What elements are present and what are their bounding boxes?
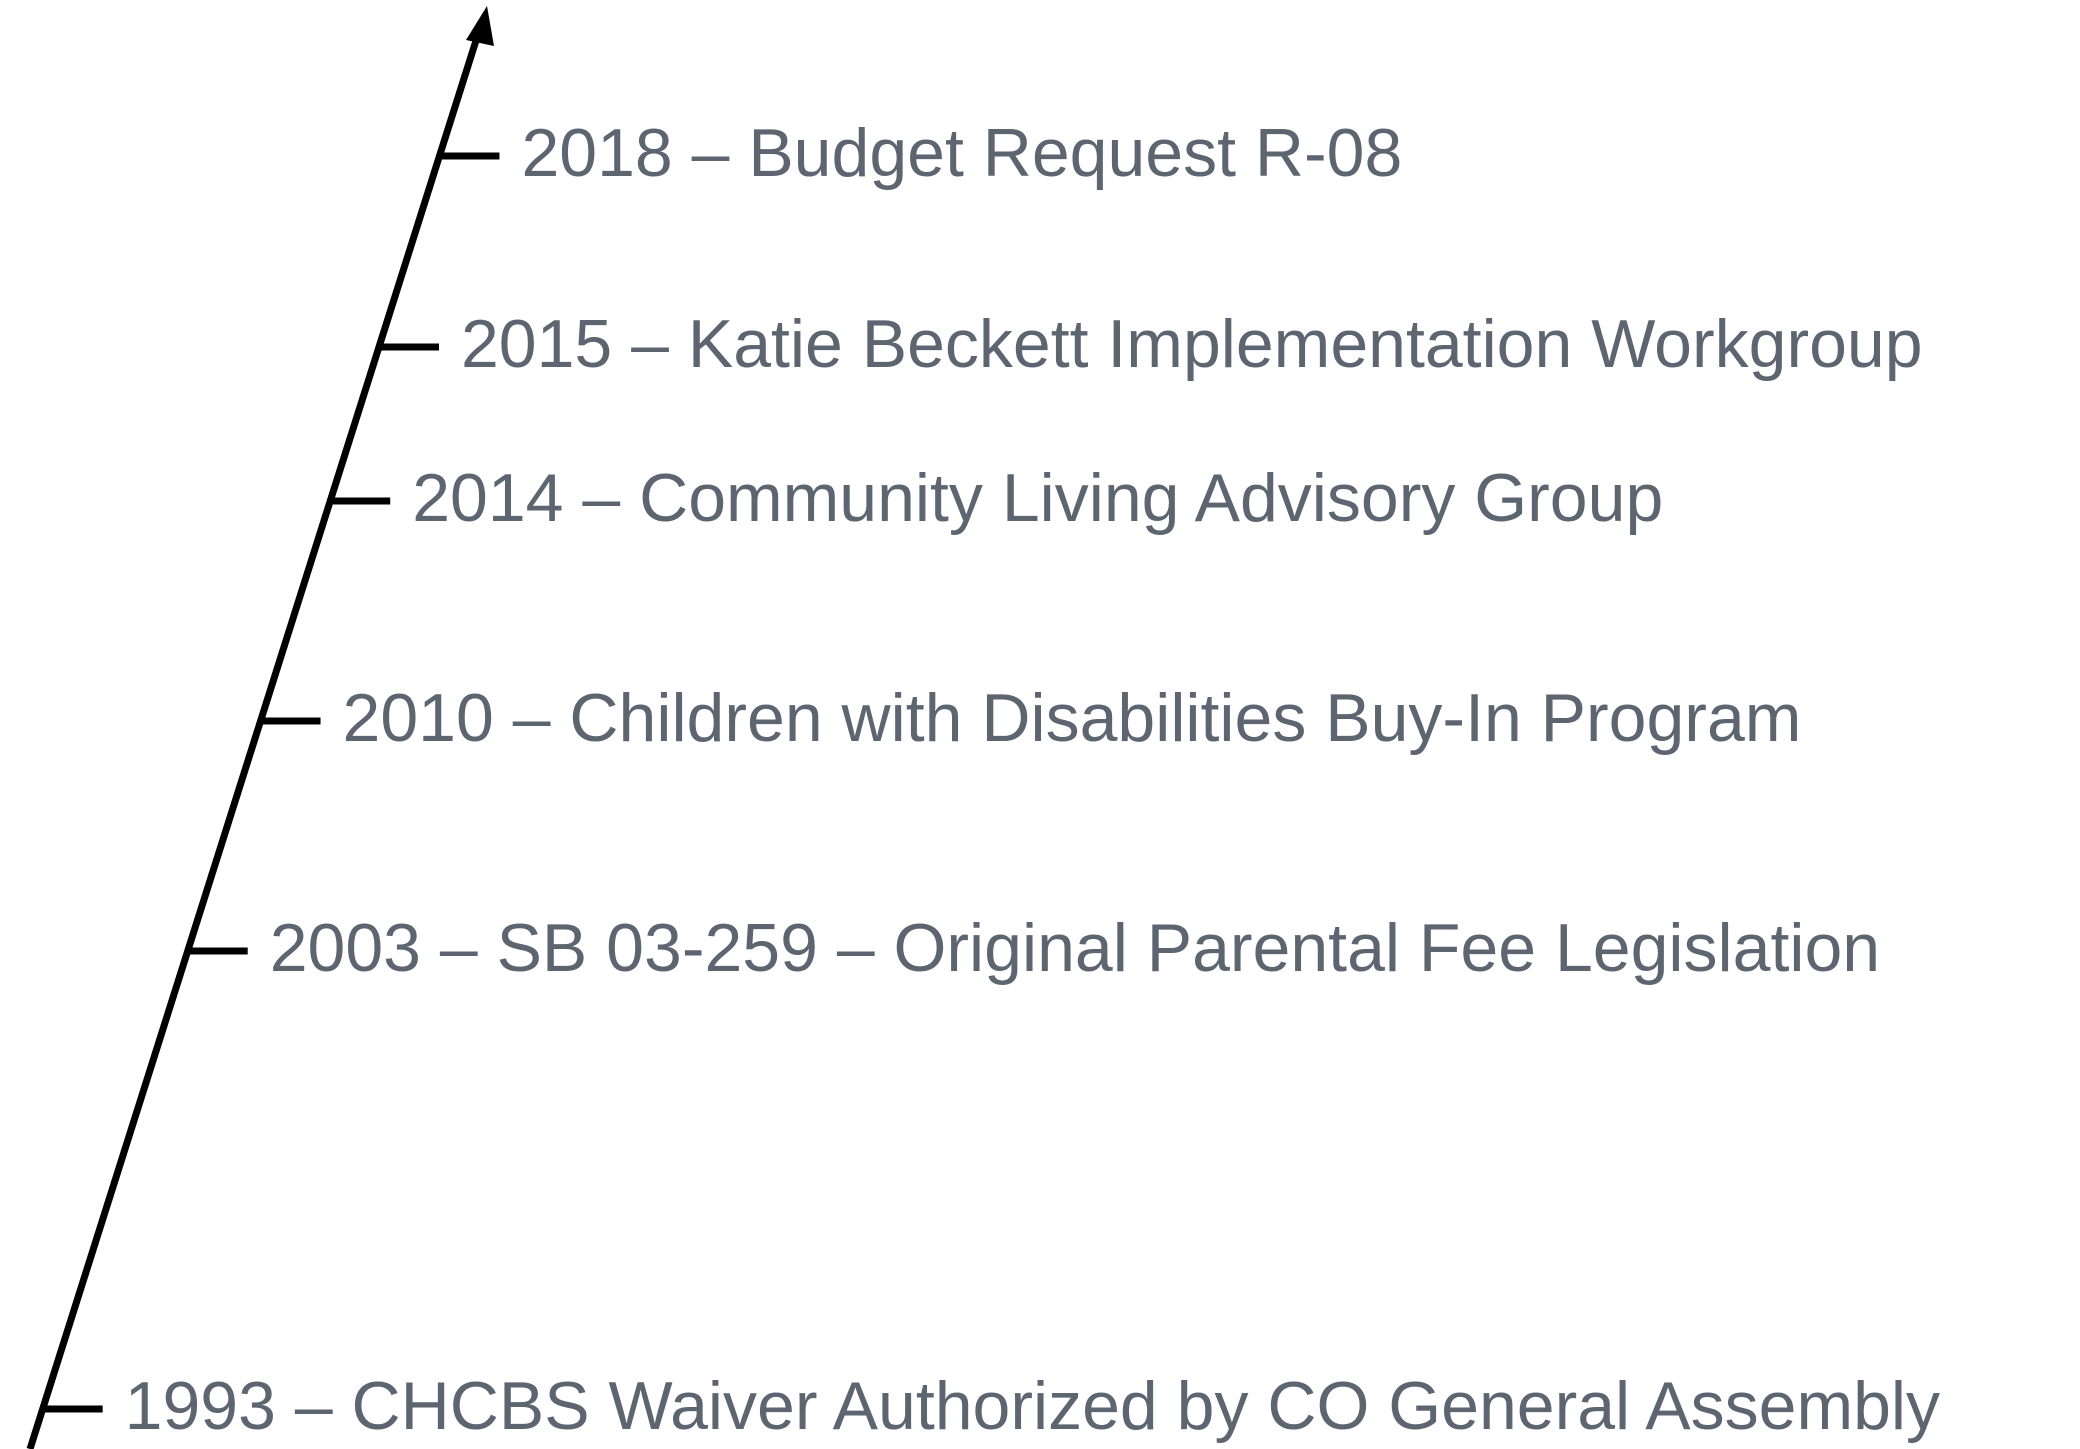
arrow-head bbox=[466, 6, 494, 46]
event-label: 2018 – Budget Request R-08 bbox=[521, 115, 1402, 191]
event-label: 1993 – CHCBS Waiver Authorized by CO Gen… bbox=[125, 1368, 1940, 1444]
event-label: 2010 – Children with Disabilities Buy-In… bbox=[343, 680, 1802, 756]
event-label: 2015 – Katie Beckett Implementation Work… bbox=[461, 306, 1923, 382]
event-label: 2003 – SB 03-259 – Original Parental Fee… bbox=[270, 910, 1880, 986]
event-label: 2014 – Community Living Advisory Group bbox=[412, 460, 1663, 536]
timeline-axis bbox=[26, 26, 484, 1449]
